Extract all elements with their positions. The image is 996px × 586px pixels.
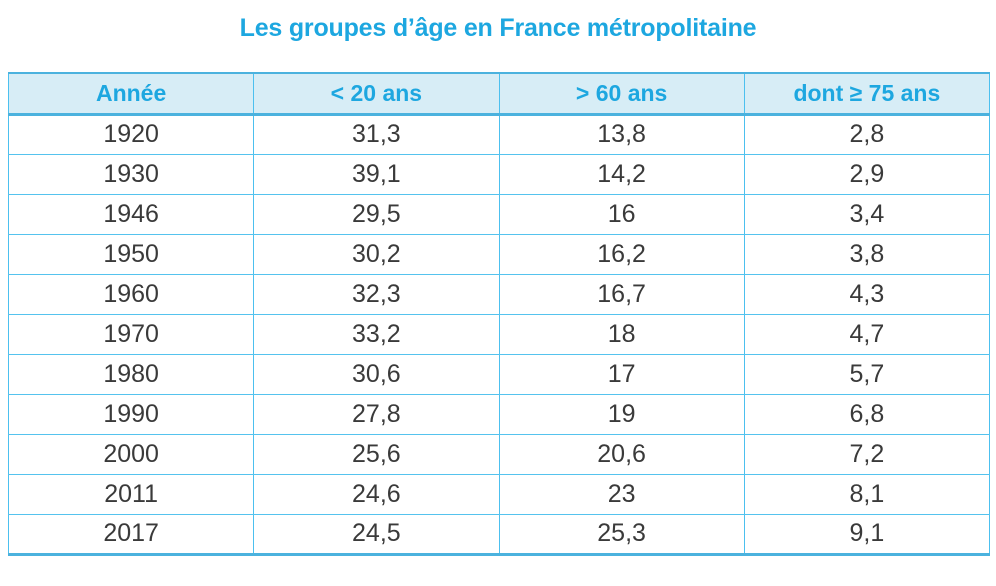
cell-under-20: 39,1 <box>253 153 500 195</box>
cell-annee: 2011 <box>7 473 255 515</box>
cell-annee: 1920 <box>7 113 255 155</box>
page-title: Les groupes d’âge en France métropolitai… <box>239 14 757 42</box>
table-header-row: Année < 20 ans > 60 ans dont ≥ 75 ans <box>7 72 991 116</box>
cell-over-60: 18 <box>498 313 745 355</box>
cell-over-60: 16,7 <box>498 273 745 315</box>
cell-annee: 1970 <box>7 313 255 355</box>
cell-annee: 1930 <box>7 153 255 195</box>
column-header-annee: Année <box>7 72 255 116</box>
cell-under-20: 33,2 <box>253 313 500 355</box>
cell-over-60: 13,8 <box>498 113 745 155</box>
column-header-over-60: > 60 ans <box>498 72 745 116</box>
cell-under-20: 31,3 <box>253 113 500 155</box>
cell-annee: 1946 <box>7 193 255 235</box>
cell-annee: 2000 <box>7 433 255 475</box>
cell-over-75: 4,7 <box>743 313 991 355</box>
cell-over-75: 2,8 <box>743 113 991 155</box>
table-row: 1950 30,2 16,2 3,8 <box>7 233 991 275</box>
cell-under-20: 32,3 <box>253 273 500 315</box>
table-row: 1990 27,8 19 6,8 <box>7 393 991 435</box>
cell-annee: 1980 <box>7 353 255 395</box>
cell-under-20: 29,5 <box>253 193 500 235</box>
cell-annee: 1950 <box>7 233 255 275</box>
cell-over-75: 5,7 <box>743 353 991 395</box>
table-row: 2017 24,5 25,3 9,1 <box>7 513 991 555</box>
cell-over-75: 7,2 <box>743 433 991 475</box>
cell-over-60: 17 <box>498 353 745 395</box>
cell-over-60: 20,6 <box>498 433 745 475</box>
cell-annee: 1960 <box>7 273 255 315</box>
table-row: 1980 30,6 17 5,7 <box>7 353 991 395</box>
cell-under-20: 30,6 <box>253 353 500 395</box>
table-row: 1920 31,3 13,8 2,8 <box>7 113 991 155</box>
column-header-over-75: dont ≥ 75 ans <box>743 72 991 116</box>
table-header: Année < 20 ans > 60 ans dont ≥ 75 ans <box>7 72 991 116</box>
cell-over-60: 19 <box>498 393 745 435</box>
cell-over-60: 25,3 <box>498 513 745 555</box>
column-header-under-20: < 20 ans <box>253 72 500 116</box>
table-body: 1920 31,3 13,8 2,8 1930 39,1 14,2 2,9 19… <box>7 113 991 555</box>
cell-under-20: 24,6 <box>253 473 500 515</box>
table-row: 1970 33,2 18 4,7 <box>7 313 991 355</box>
cell-over-75: 3,8 <box>743 233 991 275</box>
cell-over-60: 23 <box>498 473 745 515</box>
table-row: 1946 29,5 16 3,4 <box>7 193 991 235</box>
cell-over-75: 4,3 <box>743 273 991 315</box>
table-row: 1960 32,3 16,7 4,3 <box>7 273 991 315</box>
table-row: 2011 24,6 23 8,1 <box>7 473 991 515</box>
cell-over-60: 14,2 <box>498 153 745 195</box>
cell-under-20: 25,6 <box>253 433 500 475</box>
age-groups-table: Année < 20 ans > 60 ans dont ≥ 75 ans 19… <box>7 72 991 556</box>
cell-over-75: 2,9 <box>743 153 991 195</box>
cell-over-75: 9,1 <box>743 513 991 555</box>
cell-under-20: 24,5 <box>253 513 500 555</box>
cell-over-75: 8,1 <box>743 473 991 515</box>
table-row: 2000 25,6 20,6 7,2 <box>7 433 991 475</box>
cell-over-60: 16,2 <box>498 233 745 275</box>
cell-over-75: 6,8 <box>743 393 991 435</box>
cell-annee: 2017 <box>7 513 255 555</box>
cell-under-20: 27,8 <box>253 393 500 435</box>
table-row: 1930 39,1 14,2 2,9 <box>7 153 991 195</box>
cell-over-60: 16 <box>498 193 745 235</box>
cell-annee: 1990 <box>7 393 255 435</box>
cell-under-20: 30,2 <box>253 233 500 275</box>
cell-over-75: 3,4 <box>743 193 991 235</box>
